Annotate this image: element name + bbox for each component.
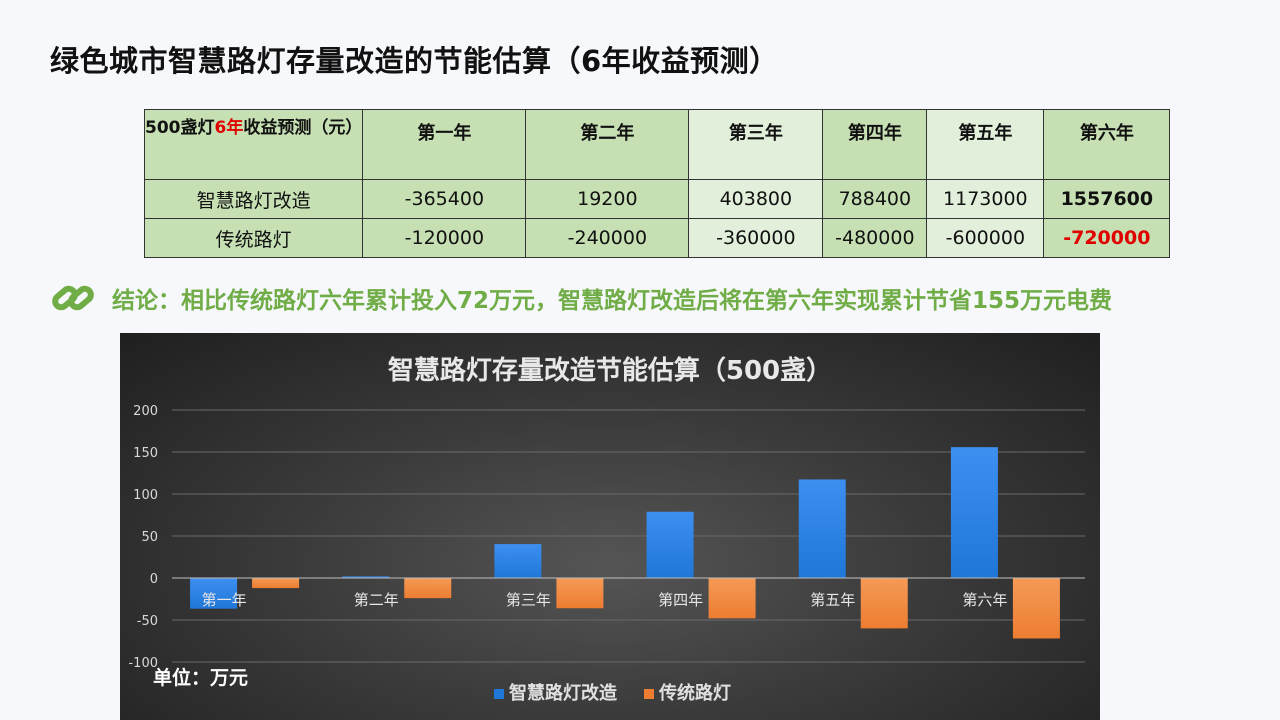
table-row: 智慧路灯改造 -365400 19200 403800 788400 11730… <box>143 179 1171 219</box>
table-cell: 19200 <box>525 179 690 219</box>
table-cell: -360000 <box>688 218 824 258</box>
page-title: 绿色城市智慧路灯存量改造的节能估算（6年收益预测） <box>50 44 779 78</box>
bar-traditional <box>1012 578 1060 639</box>
table-cell: -480000 <box>822 218 928 258</box>
chart-title: 智慧路灯存量改造节能估算（500盏） <box>388 355 832 386</box>
bar-smart <box>190 578 238 609</box>
table-cell: -600000 <box>926 218 1045 258</box>
legend-swatch <box>494 689 504 699</box>
x-tick-label: 第三年 <box>506 591 551 609</box>
x-tick-label: 第六年 <box>962 591 1007 609</box>
x-tick-label: 第五年 <box>810 591 855 609</box>
table-cell: -240000 <box>525 218 690 258</box>
bar-traditional <box>860 578 908 629</box>
column-header: 第四年 <box>822 109 928 180</box>
legend-swatch <box>644 689 654 699</box>
bar-smart <box>950 447 998 578</box>
table-cell: -720000 <box>1043 218 1171 258</box>
table-cell: -120000 <box>362 218 527 258</box>
column-header: 第二年 <box>525 109 690 180</box>
x-tick-label: 第二年 <box>354 591 399 609</box>
y-tick-label: 200 <box>133 404 158 419</box>
revenue-table: 500盏灯6年收益预测（元） 第一年 第二年 第三年 第四年 第五年 第六年 智… <box>143 109 1171 258</box>
y-tick-label: -50 <box>137 614 158 629</box>
table-cell: 1557600 <box>1043 179 1171 219</box>
table-cell: 403800 <box>688 179 824 219</box>
bar-traditional <box>556 578 604 609</box>
unit-label: 单位：万元 <box>153 666 248 689</box>
corner-label-part1: 500盏灯 <box>145 118 215 138</box>
legend-label: 传统路灯 <box>658 682 731 704</box>
y-tick-label: 50 <box>141 530 158 545</box>
legend-label: 智慧路灯改造 <box>509 682 617 704</box>
row-label: 传统路灯 <box>143 218 364 258</box>
conclusion-text: 结论：相比传统路灯六年累计投入72万元，智慧路灯改造后将在第六年实现累计节省15… <box>112 288 1113 314</box>
table-cell: 1173000 <box>926 179 1045 219</box>
bar-smart <box>798 479 846 578</box>
bar-smart <box>646 511 694 578</box>
table-row: 传统路灯 -120000 -240000 -360000 -480000 -60… <box>143 218 1171 258</box>
bar-smart <box>494 544 542 578</box>
y-tick-label: 150 <box>133 446 158 461</box>
table-corner-header: 500盏灯6年收益预测（元） <box>143 109 364 180</box>
bar-chart: 智慧路灯存量改造节能估算（500盏） -100 -50 0 50 100 150 200 第一年… <box>128 355 1085 704</box>
bar-smart <box>342 576 390 578</box>
x-tick-label: 第四年 <box>658 591 703 609</box>
table-header-row: 500盏灯6年收益预测（元） 第一年 第二年 第三年 第四年 第五年 第六年 <box>143 109 1171 180</box>
chart-panel: 智慧路灯存量改造节能估算（500盏） -100 -50 0 50 100 150 200 第一年… <box>120 333 1100 720</box>
column-header: 第一年 <box>362 109 527 180</box>
y-tick-label: 0 <box>150 572 158 587</box>
bar-traditional <box>404 578 452 599</box>
x-tick-label: 第一年 <box>202 591 247 609</box>
column-header: 第三年 <box>688 109 824 180</box>
conclusion: 结论：相比传统路灯六年累计投入72万元，智慧路灯改造后将在第六年实现累计节省15… <box>50 278 1112 318</box>
column-header: 第五年 <box>926 109 1045 180</box>
table-cell: -365400 <box>362 179 527 219</box>
corner-label-highlight: 6年 <box>214 118 244 138</box>
y-tick-label: -100 <box>128 656 158 671</box>
link-icon <box>52 285 94 311</box>
bar-traditional <box>708 578 756 619</box>
row-label: 智慧路灯改造 <box>143 179 364 219</box>
bar-traditional <box>252 578 300 589</box>
column-header: 第六年 <box>1043 109 1171 180</box>
table-cell: 788400 <box>822 179 928 219</box>
corner-label-part3: 收益预测（元） <box>243 118 363 138</box>
y-tick-label: 100 <box>133 488 158 503</box>
